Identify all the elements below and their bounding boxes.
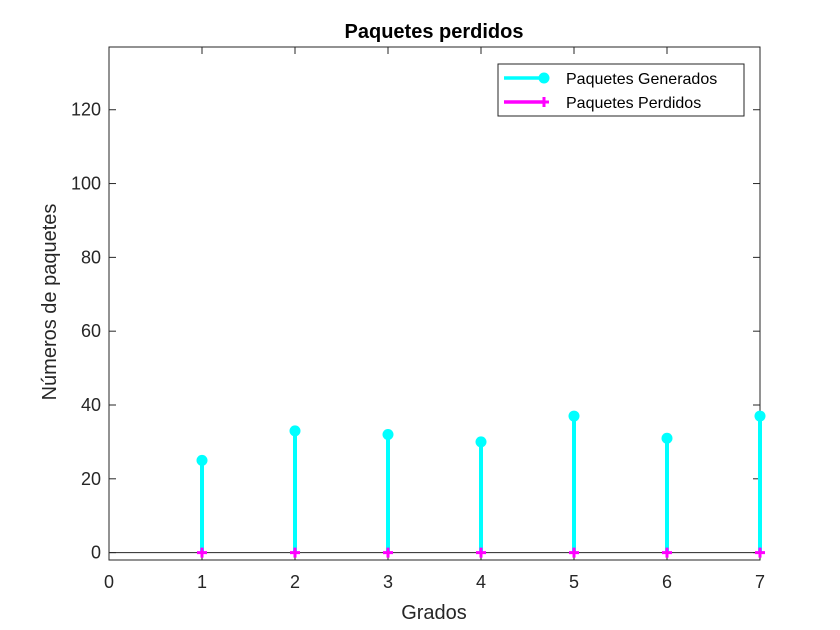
x-tick-label: 5 xyxy=(569,572,579,592)
x-tick-label: 7 xyxy=(755,572,765,592)
point-perdidos xyxy=(662,547,672,558)
point-generados xyxy=(754,410,766,422)
legend-box xyxy=(497,63,745,117)
point-perdidos xyxy=(569,547,579,558)
y-tick-label: 60 xyxy=(81,321,101,341)
x-tick-label: 3 xyxy=(383,572,393,592)
point-generados xyxy=(289,425,301,437)
point-generados xyxy=(475,436,487,448)
point-generados xyxy=(568,410,580,422)
y-axis-label: Números de paquetes xyxy=(39,204,61,401)
y-tick-label: 80 xyxy=(81,247,101,267)
point-perdidos xyxy=(383,547,393,558)
y-tick-label: 120 xyxy=(71,100,101,120)
point-perdidos xyxy=(755,547,765,558)
y-tick-label: 0 xyxy=(91,543,101,563)
x-tick-label: 4 xyxy=(476,572,486,592)
legend-marker-perdidos xyxy=(539,97,549,107)
x-tick-label: 0 xyxy=(104,572,114,592)
x-tick-label: 2 xyxy=(290,572,300,592)
chart-title: Paquetes perdidos xyxy=(345,21,524,43)
point-generados xyxy=(382,429,394,441)
y-tick-label: 20 xyxy=(81,469,101,489)
y-tick-label: 40 xyxy=(81,395,101,415)
y-tick-label: 100 xyxy=(71,174,101,194)
point-generados xyxy=(196,454,208,466)
point-perdidos xyxy=(197,547,207,558)
legend-marker-generados xyxy=(538,72,550,84)
x-axis-label: Grados xyxy=(401,602,467,624)
point-perdidos xyxy=(476,547,486,558)
x-tick-label: 6 xyxy=(662,572,672,592)
plot-area xyxy=(108,46,761,561)
legend-label-generados: Paquetes Generados xyxy=(566,71,717,88)
x-tick-label: 1 xyxy=(197,572,207,592)
legend: Paquetes Generados Paquetes Perdidos xyxy=(497,63,745,117)
legend-label-perdidos: Paquetes Perdidos xyxy=(566,95,701,112)
point-generados xyxy=(661,432,673,444)
point-perdidos xyxy=(290,547,300,558)
